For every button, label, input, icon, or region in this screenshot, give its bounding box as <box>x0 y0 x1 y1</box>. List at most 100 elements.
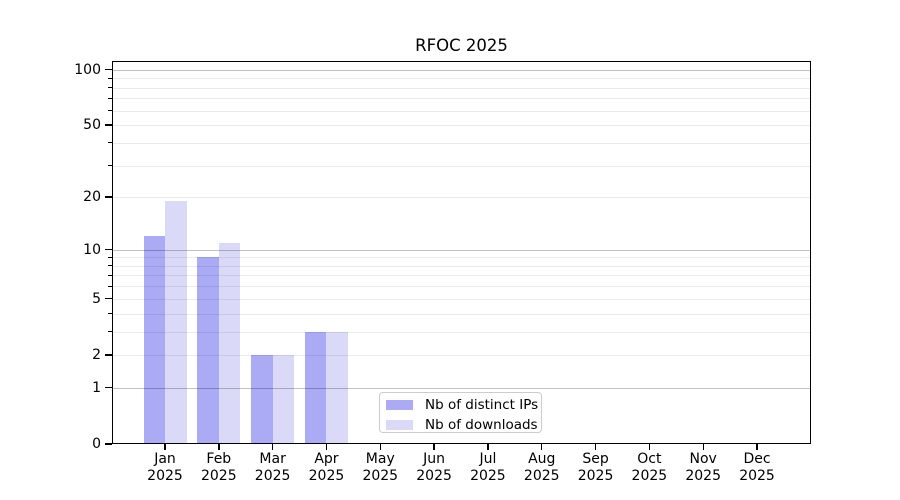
x-tick-mark <box>756 444 758 450</box>
minor-gridline <box>113 286 810 288</box>
y-tick-label: 50 <box>83 117 101 134</box>
minor-gridline <box>113 98 810 100</box>
y-minor-tick-mark <box>108 110 112 112</box>
x-tick-label: Dec 2025 <box>729 451 785 485</box>
y-tick-mark <box>105 387 112 389</box>
x-tick-year: 2025 <box>416 468 452 484</box>
bar-apr-distinct-ips <box>304 331 327 444</box>
x-tick-year: 2025 <box>254 468 291 484</box>
minor-gridline <box>113 142 810 144</box>
x-tick-month: Jan <box>154 451 176 467</box>
x-tick-month: Oct <box>637 451 662 467</box>
y-minor-tick-mark <box>108 165 112 167</box>
y-tick-label: 20 <box>83 189 101 206</box>
y-tick-label: 10 <box>83 241 101 258</box>
y-minor-tick-mark <box>108 124 112 126</box>
x-tick-label: Feb 2025 <box>191 451 247 485</box>
x-tick-mark <box>271 444 274 450</box>
x-tick-month: May <box>365 451 395 467</box>
bar-feb-downloads <box>218 242 241 444</box>
y-minor-tick-mark <box>108 142 112 144</box>
x-tick-month: Dec <box>743 451 771 467</box>
x-tick-month: Sep <box>582 451 609 467</box>
x-tick-mark <box>433 444 435 450</box>
x-tick-label: Apr 2025 <box>298 451 354 485</box>
x-tick-label: Mar 2025 <box>245 451 301 485</box>
x-tick-month: Mar <box>259 451 286 467</box>
x-tick-year: 2025 <box>147 468 183 484</box>
x-tick-mark <box>379 444 381 450</box>
y-tick-mark <box>105 69 112 71</box>
x-tick-month: Jul <box>479 451 497 467</box>
major-gridline <box>113 387 810 389</box>
minor-gridline <box>113 354 810 356</box>
minor-gridline <box>113 331 810 333</box>
x-tick-mark <box>594 444 597 450</box>
bar-jan-downloads <box>165 201 187 444</box>
y-tick-mark <box>105 248 112 251</box>
x-tick-month: Aug <box>528 451 556 467</box>
y-tick-label: 2 <box>92 346 101 363</box>
legend: Nb of distinct IPs Nb of downloads <box>379 392 542 433</box>
y-tick-label: 100 <box>74 61 101 78</box>
x-tick-year: 2025 <box>200 468 237 484</box>
legend-swatch-downloads-icon <box>386 420 413 430</box>
x-tick-label: May 2025 <box>352 451 408 485</box>
x-tick-label: Jun 2025 <box>406 451 462 485</box>
x-tick-mark <box>164 444 166 450</box>
x-tick-year: 2025 <box>739 468 775 484</box>
x-tick-year: 2025 <box>523 468 560 484</box>
y-minor-tick-mark <box>108 354 112 356</box>
minor-gridline <box>113 125 810 127</box>
y-tick-label: 1 <box>92 379 101 396</box>
plot-frame <box>112 61 811 444</box>
minor-gridline <box>113 78 810 80</box>
x-tick-year: 2025 <box>685 468 721 484</box>
x-tick-label: Aug 2025 <box>514 451 570 485</box>
minor-gridline <box>113 165 810 167</box>
x-tick-year: 2025 <box>631 468 668 484</box>
minor-gridline <box>113 87 810 89</box>
y-minor-tick-mark <box>108 285 112 287</box>
legend-swatch-distinct-ips-icon <box>386 400 413 410</box>
legend-item-downloads: Nb of downloads <box>386 417 541 433</box>
bar-apr-downloads <box>326 331 348 444</box>
x-tick-month: Jun <box>423 451 446 467</box>
legend-item-distinct-ips: Nb of distinct IPs <box>386 397 541 413</box>
x-tick-year: 2025 <box>577 468 614 484</box>
legend-label-distinct-ips: Nb of distinct IPs <box>425 397 539 413</box>
x-tick-year: 2025 <box>362 468 399 484</box>
legend-label-downloads: Nb of downloads <box>425 417 538 433</box>
minor-gridline <box>113 110 810 112</box>
minor-gridline <box>113 257 810 259</box>
x-tick-label: Jul 2025 <box>460 451 516 485</box>
y-minor-tick-mark <box>108 196 112 198</box>
y-tick-mark <box>105 443 112 445</box>
y-minor-tick-mark <box>108 97 112 99</box>
x-tick-month: Apr <box>314 451 339 467</box>
x-tick-label: Nov 2025 <box>675 451 731 485</box>
minor-gridline <box>113 275 810 277</box>
bar-mar-distinct-ips <box>251 354 273 444</box>
minor-gridline <box>113 265 810 267</box>
y-minor-tick-mark <box>108 298 112 300</box>
minor-gridline <box>113 298 810 300</box>
bar-feb-distinct-ips <box>197 257 219 444</box>
y-minor-tick-mark <box>108 313 112 314</box>
y-tick-label: 0 <box>92 436 101 452</box>
bar-mar-downloads <box>272 354 295 444</box>
x-tick-label: Jan 2025 <box>137 451 193 485</box>
y-minor-tick-mark <box>108 265 112 267</box>
y-minor-tick-mark <box>108 256 112 258</box>
x-tick-mark <box>702 444 704 450</box>
x-tick-mark <box>487 444 489 450</box>
x-tick-month: Nov <box>689 451 717 467</box>
y-minor-tick-mark <box>108 331 112 333</box>
y-minor-tick-mark <box>108 274 112 276</box>
x-tick-mark <box>648 444 651 450</box>
x-tick-label: Sep 2025 <box>568 451 624 485</box>
x-tick-mark <box>218 444 220 450</box>
major-gridline <box>113 249 810 251</box>
